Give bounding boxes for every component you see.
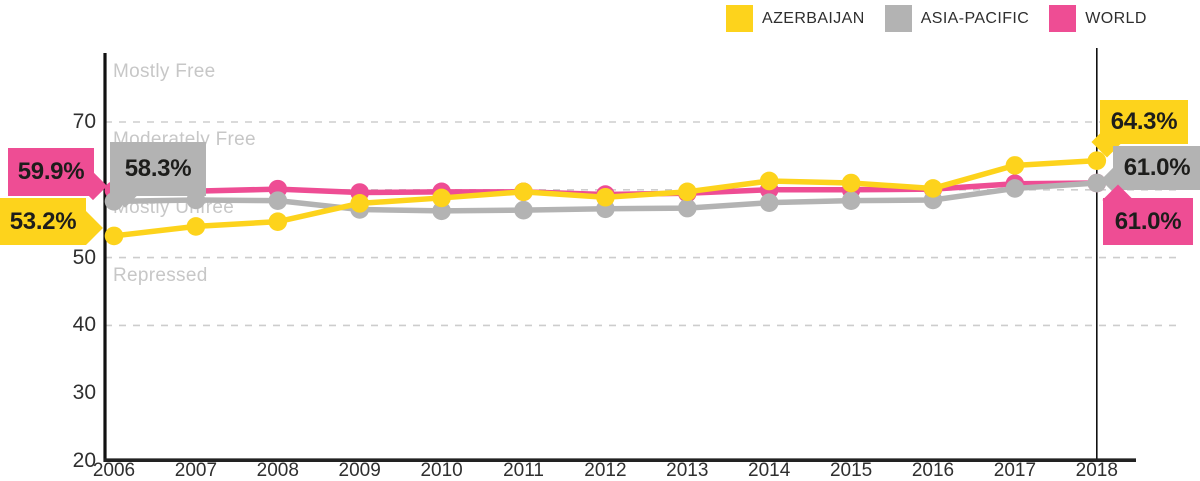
- x-tick-label: 2017: [993, 460, 1037, 481]
- callout-value: 61.0%: [1123, 154, 1191, 181]
- asia-pacific-swatch-icon: [884, 5, 912, 32]
- callout-value: 53.2%: [9, 207, 77, 235]
- y-tick-label: 30: [72, 381, 96, 405]
- x-tick-label: 2007: [174, 460, 218, 481]
- x-tick-label: 2016: [911, 460, 955, 481]
- callout-world-2018: 61.0%: [1102, 184, 1193, 245]
- callout-asia-pacific-2018: 61.0%: [1100, 146, 1200, 195]
- x-tick-label: 2018: [1075, 460, 1118, 481]
- callout-value: 61.0%: [1114, 207, 1182, 235]
- callout-value: 64.3%: [1110, 108, 1178, 135]
- x-tick-label: 2013: [666, 460, 709, 481]
- x-tick-label: 2015: [829, 460, 873, 481]
- azerbaijan-swatch-icon: [726, 5, 753, 32]
- x-tick-label: 2006: [92, 460, 136, 481]
- x-tick-label: 2009: [338, 460, 381, 481]
- world-swatch-icon: [1049, 5, 1077, 32]
- y-tick-label: 70: [72, 110, 96, 133]
- zone-label: Mostly Free: [113, 61, 216, 83]
- y-tick-label: 50: [72, 245, 96, 269]
- y-tick-label: 20: [72, 449, 96, 472]
- callout-azerbaijan-2006: 53.2%: [0, 198, 103, 245]
- callout-asia-pacific-2006: 58.3%: [110, 142, 206, 208]
- x-tick-label: 2011: [503, 460, 544, 481]
- legend-label: WORLD: [1085, 9, 1147, 27]
- legend-item-asia-pacific: ASIA-PACIFIC: [884, 5, 1030, 32]
- x-tick-label: 2008: [256, 460, 299, 481]
- x-tick-label: 2010: [420, 460, 463, 481]
- callout-azerbaijan-2018: 64.3%: [1091, 100, 1188, 158]
- legend: AZERBAIJAN ASIA-PACIFIC WORLD: [726, 5, 1147, 32]
- zone-label: Repressed: [113, 264, 208, 286]
- y-tick-label: 40: [72, 313, 96, 337]
- x-tick-label: 2012: [584, 460, 627, 481]
- legend-item-world: WORLD: [1049, 5, 1147, 32]
- x-tick-label: 2014: [748, 460, 791, 481]
- legend-label: ASIA-PACIFIC: [920, 9, 1030, 27]
- legend-item-azerbaijan: AZERBAIJAN: [726, 5, 865, 32]
- callout-world-2006: 59.9%: [8, 148, 108, 201]
- callout-value: 59.9%: [17, 158, 85, 185]
- legend-label: AZERBAIJAN: [762, 9, 865, 27]
- callout-value: 58.3%: [124, 155, 192, 182]
